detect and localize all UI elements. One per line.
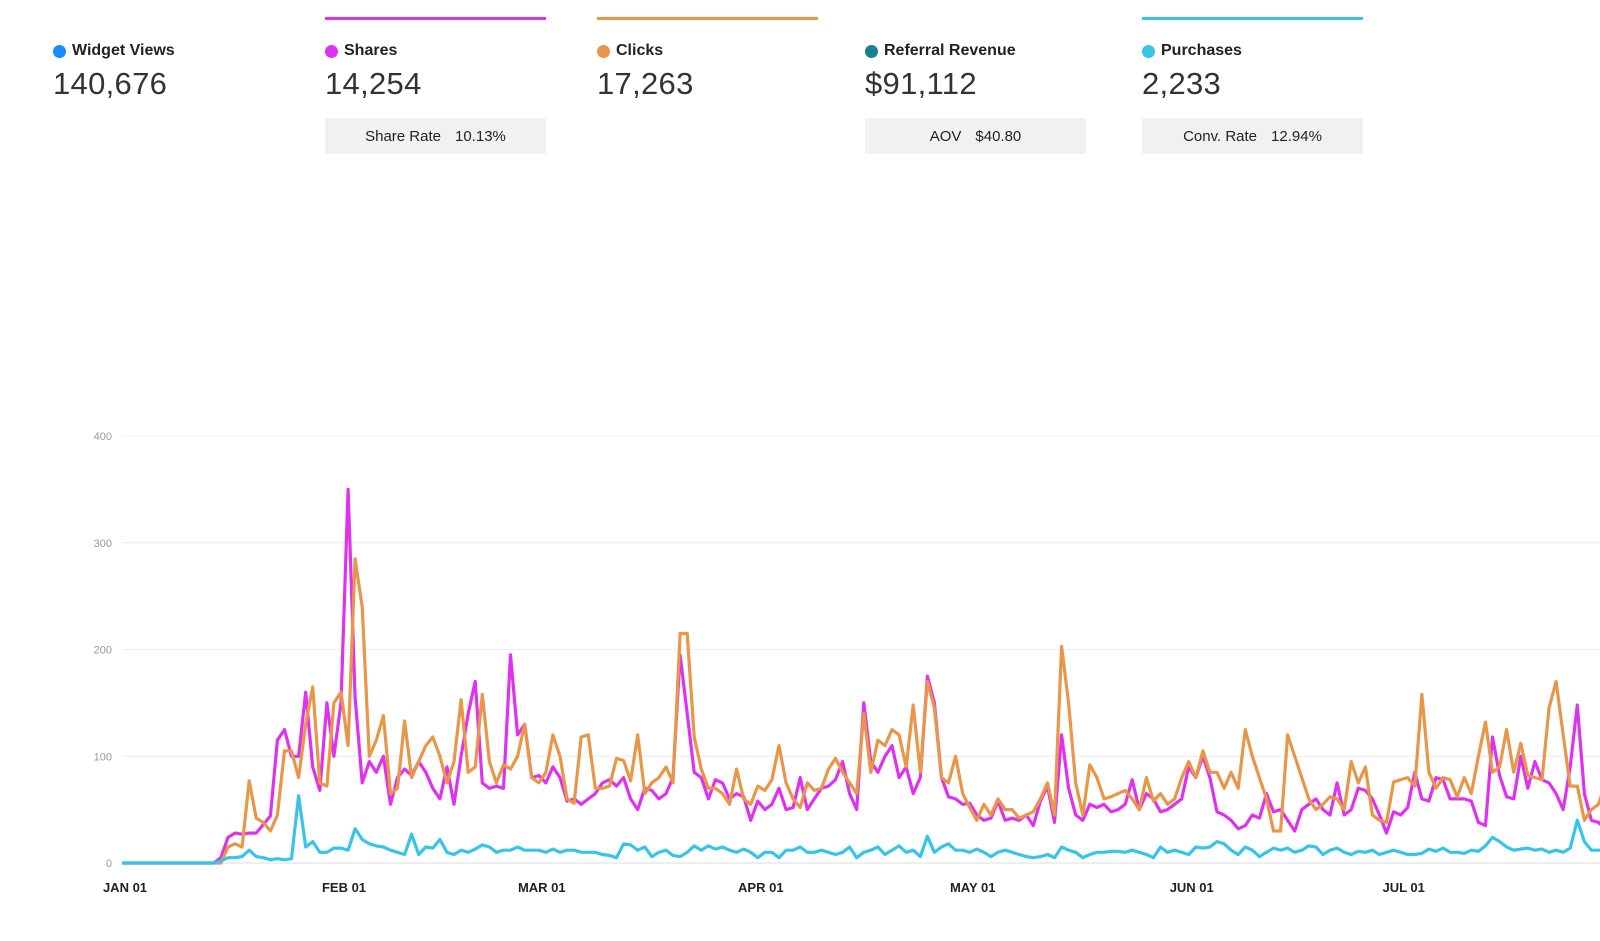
kpi-sub-metric: Share Rate 10.13% (325, 118, 546, 154)
legend-dot-icon (597, 44, 610, 58)
kpi-sub-label: Conv. Rate (1183, 127, 1258, 145)
y-tick-label: 0 (106, 858, 112, 870)
x-tick-label: FEB 01 (322, 880, 366, 895)
kpi-sub-label: Share Rate (365, 127, 441, 145)
x-tick-label: MAY 01 (950, 880, 996, 895)
line-chart: 0 100 200 300 400 JAN 01 FEB 01 MAR 01 APR 01 MA… (94, 431, 1600, 895)
kpi-sub-metric: Conv. Rate 12.94% (1142, 118, 1363, 154)
kpi-header: Widget Views (53, 42, 175, 60)
kpi-label: Shares (344, 42, 398, 59)
kpi-value: 17,263 (597, 66, 694, 101)
kpi-sub-value: 12.94% (1271, 127, 1322, 145)
kpi-sub-value: $40.80 (975, 127, 1022, 145)
kpi-label: Clicks (616, 42, 664, 59)
kpi-label: Widget Views (72, 42, 175, 59)
legend-dot-icon (325, 44, 338, 58)
x-tick-label: APR 01 (738, 880, 784, 895)
legend-dot-icon (865, 44, 878, 58)
legend-dot-icon (53, 44, 66, 58)
series-line-shares (122, 487, 1600, 865)
kpi-clicks[interactable]: Clicks 17,263 (597, 0, 818, 160)
kpi-purchases[interactable]: Purchases 2,233 Conv. Rate 12.94% (1142, 0, 1363, 160)
y-tick-label: 200 (94, 645, 112, 657)
chart-series (122, 487, 1600, 865)
x-tick-label: JAN 01 (103, 880, 147, 895)
kpi-header: Shares (325, 42, 397, 60)
kpi-widget-views[interactable]: Widget Views 140,676 (53, 0, 274, 160)
y-tick-label: 300 (94, 538, 112, 550)
kpi-sub-metric: AOV $40.80 (865, 118, 1086, 154)
x-tick-label: JUN 01 (1170, 880, 1214, 895)
legend-dot-icon (1142, 44, 1155, 58)
kpi-active-bar (325, 17, 546, 20)
y-axis-ticks: 0 100 200 300 400 (94, 431, 112, 870)
kpi-value: $91,112 (865, 66, 977, 101)
x-tick-label: MAR 01 (518, 880, 566, 895)
kpi-active-bar (1142, 17, 1363, 20)
kpi-sub-value: 10.13% (455, 127, 506, 145)
y-tick-label: 100 (94, 751, 112, 763)
kpi-value: 14,254 (325, 66, 422, 101)
series-line-purchases (122, 794, 1600, 865)
kpi-header: Purchases (1142, 42, 1242, 60)
kpi-sub-label: AOV (929, 127, 962, 145)
x-tick-label: JUL 01 (1382, 880, 1424, 895)
y-tick-label: 400 (94, 431, 112, 443)
kpi-value: 2,233 (1142, 66, 1222, 101)
kpi-label: Referral Revenue (884, 42, 1016, 59)
kpi-active-bar (597, 17, 818, 20)
kpi-header: Clicks (597, 42, 663, 60)
kpi-header: Referral Revenue (865, 42, 1016, 60)
chart-grid (122, 435, 1600, 864)
kpi-shares[interactable]: Shares 14,254 Share Rate 10.13% (325, 0, 546, 160)
kpi-referral-revenue[interactable]: Referral Revenue $91,112 AOV $40.80 (865, 0, 1086, 160)
kpi-value: 140,676 (53, 66, 168, 101)
kpi-label: Purchases (1161, 42, 1242, 59)
series-line-clicks (122, 557, 1600, 865)
x-axis-ticks: JAN 01 FEB 01 MAR 01 APR 01 MAY 01 JUN 01 JUL … (103, 880, 1425, 895)
